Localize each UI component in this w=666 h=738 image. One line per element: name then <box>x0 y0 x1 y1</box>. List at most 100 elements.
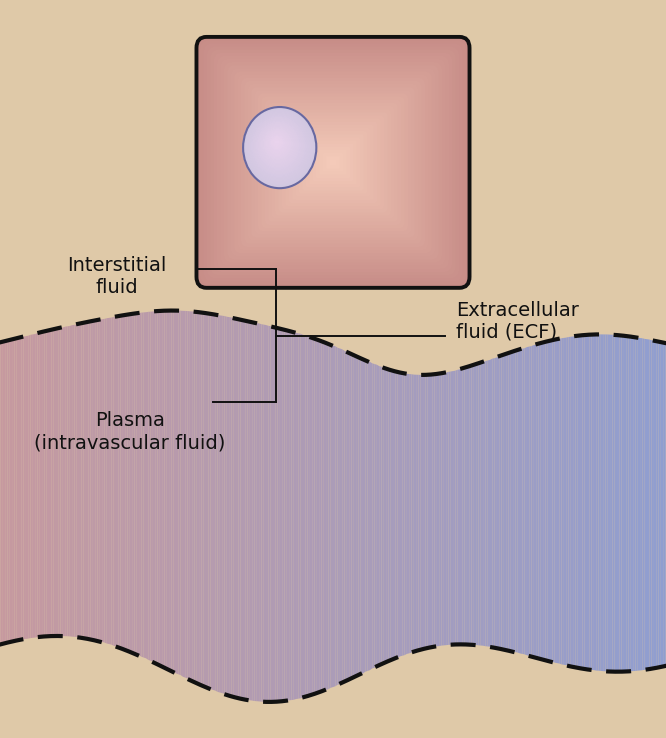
Polygon shape <box>377 365 379 667</box>
Circle shape <box>250 114 308 179</box>
FancyBboxPatch shape <box>285 118 381 206</box>
Polygon shape <box>95 320 97 641</box>
Polygon shape <box>65 326 67 636</box>
Polygon shape <box>435 374 437 646</box>
Polygon shape <box>162 311 165 667</box>
Polygon shape <box>465 368 467 644</box>
Polygon shape <box>5 341 7 644</box>
Polygon shape <box>188 311 190 680</box>
Polygon shape <box>624 336 626 672</box>
Polygon shape <box>144 312 146 658</box>
Polygon shape <box>40 332 42 637</box>
Polygon shape <box>456 370 458 644</box>
Polygon shape <box>146 312 149 660</box>
Polygon shape <box>169 311 171 671</box>
Polygon shape <box>204 313 206 687</box>
Polygon shape <box>67 326 70 636</box>
Polygon shape <box>26 336 28 639</box>
Polygon shape <box>608 334 610 672</box>
FancyBboxPatch shape <box>323 153 343 172</box>
Polygon shape <box>462 368 465 644</box>
Polygon shape <box>591 334 594 670</box>
Polygon shape <box>218 315 220 692</box>
FancyBboxPatch shape <box>299 131 367 194</box>
FancyBboxPatch shape <box>316 147 350 178</box>
Polygon shape <box>368 361 370 671</box>
Circle shape <box>253 117 304 174</box>
Polygon shape <box>356 356 358 677</box>
FancyBboxPatch shape <box>312 143 354 181</box>
Polygon shape <box>626 336 629 672</box>
Polygon shape <box>504 354 506 650</box>
Polygon shape <box>488 360 490 646</box>
Polygon shape <box>492 358 495 647</box>
Polygon shape <box>31 334 33 638</box>
Polygon shape <box>529 346 531 656</box>
Polygon shape <box>105 318 107 644</box>
Polygon shape <box>183 311 185 677</box>
Polygon shape <box>270 326 273 702</box>
Polygon shape <box>430 375 432 647</box>
Polygon shape <box>536 344 539 658</box>
Polygon shape <box>123 315 125 649</box>
Polygon shape <box>33 334 35 638</box>
Polygon shape <box>361 358 363 675</box>
Polygon shape <box>266 325 268 702</box>
Text: Extracellular
fluid (ECF): Extracellular fluid (ECF) <box>456 300 579 342</box>
FancyBboxPatch shape <box>237 75 429 250</box>
Polygon shape <box>513 351 515 652</box>
Polygon shape <box>486 360 488 646</box>
Polygon shape <box>645 339 647 670</box>
Polygon shape <box>282 329 284 701</box>
Polygon shape <box>559 338 561 664</box>
Polygon shape <box>75 325 77 637</box>
Polygon shape <box>515 351 517 652</box>
Polygon shape <box>84 323 86 638</box>
Polygon shape <box>125 314 127 651</box>
Circle shape <box>260 124 296 165</box>
Polygon shape <box>460 369 462 644</box>
Polygon shape <box>573 336 575 667</box>
Polygon shape <box>81 323 84 638</box>
Polygon shape <box>86 322 89 639</box>
Polygon shape <box>511 351 513 652</box>
Polygon shape <box>268 325 270 702</box>
Polygon shape <box>238 319 240 699</box>
Polygon shape <box>374 364 377 668</box>
Circle shape <box>273 138 280 146</box>
Circle shape <box>246 111 312 184</box>
Polygon shape <box>352 354 354 678</box>
Circle shape <box>265 130 290 158</box>
Polygon shape <box>476 363 478 645</box>
Polygon shape <box>605 334 608 672</box>
Polygon shape <box>292 331 294 700</box>
Polygon shape <box>257 323 259 701</box>
FancyBboxPatch shape <box>196 37 470 288</box>
Polygon shape <box>252 322 254 701</box>
Polygon shape <box>178 311 180 675</box>
Polygon shape <box>56 328 58 636</box>
Polygon shape <box>444 373 446 645</box>
Polygon shape <box>358 357 361 675</box>
Polygon shape <box>594 334 596 671</box>
Polygon shape <box>264 325 266 702</box>
Polygon shape <box>490 359 492 647</box>
Polygon shape <box>566 337 569 666</box>
FancyBboxPatch shape <box>268 103 398 222</box>
Polygon shape <box>654 340 656 669</box>
FancyBboxPatch shape <box>272 106 394 218</box>
Polygon shape <box>275 328 278 702</box>
Polygon shape <box>398 372 400 658</box>
Polygon shape <box>643 338 645 670</box>
Polygon shape <box>3 342 5 644</box>
FancyBboxPatch shape <box>244 81 422 244</box>
Polygon shape <box>458 369 460 644</box>
Polygon shape <box>28 335 31 638</box>
Polygon shape <box>547 341 550 661</box>
Polygon shape <box>107 318 109 644</box>
Polygon shape <box>165 311 166 668</box>
Polygon shape <box>520 349 522 654</box>
Polygon shape <box>206 313 208 688</box>
Polygon shape <box>224 316 227 695</box>
Polygon shape <box>555 339 557 663</box>
